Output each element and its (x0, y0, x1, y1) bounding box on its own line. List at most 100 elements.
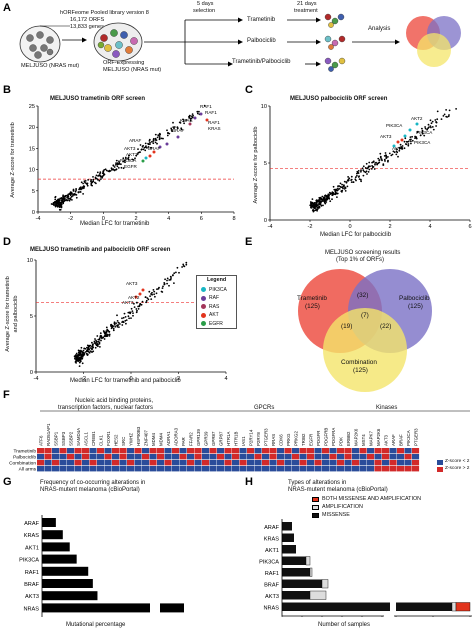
y-tick-label: 5 (32, 189, 35, 195)
data-point (421, 131, 424, 133)
data-point (78, 361, 81, 364)
panel-g-letter: G (3, 476, 12, 488)
data-point (440, 118, 443, 120)
data-point (66, 196, 68, 199)
gene-label: ARAF (129, 138, 141, 143)
data-point (155, 292, 158, 295)
data-point (388, 152, 391, 155)
heatmap-cell (127, 448, 135, 454)
data-point (166, 134, 169, 137)
heatmap-cell (112, 448, 120, 454)
data-point (125, 319, 128, 321)
data-point (155, 139, 158, 141)
heatmap-cell (52, 466, 60, 472)
data-point (377, 157, 380, 160)
five-days-line-2: selection (193, 8, 216, 14)
data-point (63, 198, 66, 201)
legend-both-swatch (312, 497, 319, 502)
data-point (75, 362, 77, 364)
data-point (431, 120, 434, 123)
gene-label: AKT3 (392, 146, 404, 151)
gene-label: AKT2 (411, 116, 423, 121)
data-point (347, 178, 350, 181)
bar-missense (282, 568, 310, 577)
data-point (398, 147, 401, 150)
data-point (329, 193, 332, 195)
data-point (416, 131, 419, 134)
category-label: BRAF (264, 583, 280, 589)
data-point (166, 277, 169, 280)
hit-point (144, 156, 148, 160)
data-point (318, 202, 321, 205)
data-point (82, 186, 84, 189)
data-point (115, 322, 117, 325)
arm-combination: Trametinib/Palbociclib (232, 59, 291, 65)
data-point (166, 279, 168, 282)
data-point (156, 288, 158, 291)
legend-pos-swatch (437, 467, 443, 472)
data-point (320, 201, 322, 204)
heatmap-cell (134, 448, 142, 454)
heatmap-cell (82, 448, 90, 454)
heatmap-cell (37, 466, 45, 472)
data-point (100, 334, 102, 337)
legend-item-ras: RAS (201, 303, 219, 310)
data-point (93, 342, 96, 344)
heatmap-cell (112, 460, 120, 466)
data-point (133, 302, 135, 305)
data-point (59, 203, 62, 206)
legend-missense-swatch (312, 513, 319, 518)
data-point (341, 186, 344, 188)
heatmap-cell (389, 448, 397, 454)
data-point (357, 176, 360, 178)
gene-label: PIK3CA (120, 158, 137, 163)
data-point (315, 200, 318, 203)
data-point (133, 306, 136, 308)
data-point (112, 164, 115, 167)
data-point (130, 317, 132, 319)
category-label: NRAS (263, 606, 279, 612)
heatmap-cell (382, 448, 390, 454)
data-point (313, 207, 316, 210)
heatmap-cell (112, 454, 120, 460)
five-days-line-1: 5 days (197, 1, 214, 7)
data-point (99, 346, 101, 348)
data-point (99, 172, 101, 175)
data-point (345, 181, 348, 184)
data-point (124, 319, 127, 322)
hit-point (158, 145, 162, 149)
data-point (384, 152, 387, 154)
data-point (130, 307, 133, 310)
heatmap-cell (194, 454, 202, 460)
data-point (434, 119, 437, 121)
heatmap-cell (164, 448, 172, 454)
group-gpcrs: GPCRs (254, 405, 275, 411)
data-point (125, 157, 127, 160)
heatmap-cell (239, 460, 247, 466)
legend-neg-label: Z-score < 2 (445, 459, 470, 464)
data-point (324, 194, 327, 197)
data-point (135, 311, 138, 314)
data-point (94, 346, 97, 349)
heatmap-cell (112, 466, 120, 472)
data-point (381, 159, 383, 162)
heatmap-cell (329, 460, 337, 466)
data-point (144, 142, 147, 145)
data-point (135, 154, 138, 157)
gene-label: KRAS (180, 118, 193, 123)
arm-palbociclib: Palbociclib (247, 38, 276, 44)
row-label: All arms (19, 467, 37, 473)
data-point (154, 295, 156, 298)
venn-count-trametinib: (125) (305, 303, 320, 310)
data-point (127, 154, 130, 157)
data-point (321, 198, 324, 201)
data-point (129, 311, 132, 314)
data-point (110, 167, 113, 170)
data-point (196, 112, 199, 115)
data-point (144, 149, 147, 152)
heatmap-cell (314, 466, 322, 472)
data-point (385, 157, 388, 159)
heatmap-cell (209, 448, 217, 454)
data-point (82, 182, 84, 185)
data-point (90, 182, 93, 185)
